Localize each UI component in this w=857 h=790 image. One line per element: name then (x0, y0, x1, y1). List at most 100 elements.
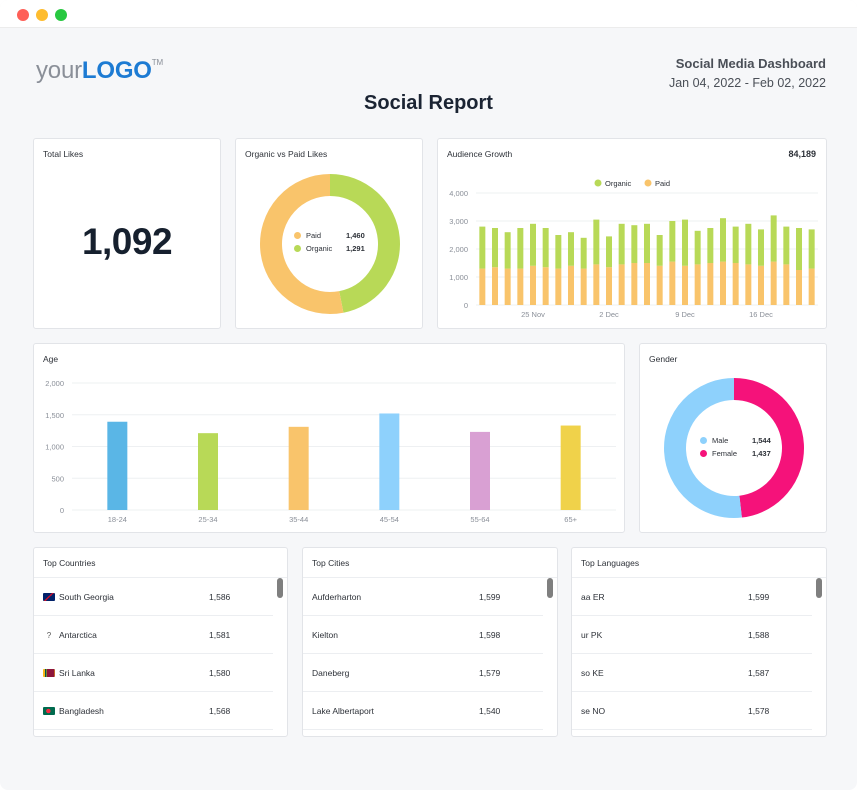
bar-paid (758, 265, 764, 305)
age-bar-35-44 (288, 426, 309, 510)
bar-organic (745, 223, 752, 265)
bar-paid (682, 265, 688, 305)
logo-text-logo: LOGO (81, 57, 152, 84)
bar-organic (631, 225, 638, 263)
organic-vs-paid-title: Organic vs Paid Likes (245, 149, 328, 159)
legend-organic-value: 1,291 (346, 244, 365, 253)
top-cities-title: Top Cities (312, 558, 350, 568)
age-bar-25-34 (198, 433, 218, 510)
bar-organic (530, 223, 536, 266)
dashboard-title: Social Media Dashboard (675, 56, 826, 71)
y-tick-label: 3,000 (449, 217, 468, 226)
bar-paid (568, 265, 574, 305)
city-value: 1,599 (479, 592, 501, 602)
table-row: South Georgia 1,586 (34, 578, 273, 616)
top-languages-title: Top Languages (581, 558, 640, 568)
age-card: Age 2,000 1,500 1,000 500 0 18-24 25-34 35-44 45… (33, 343, 625, 533)
bar-paid (618, 264, 625, 305)
gender-donut-chart (664, 378, 804, 518)
total-likes-title: Total Likes (43, 149, 84, 159)
male-dot-icon (700, 437, 707, 444)
table-row: Sri Lanka 1,580 (34, 654, 273, 692)
female-dot-icon (700, 450, 707, 457)
country-name-cell: South Georgia (43, 592, 114, 602)
language-value: 1,578 (748, 706, 770, 716)
table-row: se NO 1,578 (572, 692, 812, 730)
date-range: Jan 04, 2022 - Feb 02, 2022 (668, 76, 826, 90)
organic-vs-paid-card: Organic vs Paid Likes Paid 1,460 Organic… (235, 138, 423, 329)
legend-organic-label: Organic (605, 179, 632, 188)
legend-organic-label: Organic (306, 244, 333, 253)
bar-organic (492, 228, 498, 268)
donut-slice-organic (329, 174, 400, 313)
bar-paid (593, 264, 600, 305)
country-name: Sri Lanka (59, 668, 95, 678)
logo-text-your: your (36, 57, 82, 84)
bar-organic (606, 236, 612, 268)
bar-paid (808, 268, 815, 305)
table-row: Daneberg 1,579 (303, 654, 543, 692)
x-tick-label: 9 Dec (675, 310, 695, 319)
bar-organic (694, 230, 701, 265)
city-name: Lake Albertaport (312, 706, 374, 716)
bar-paid (555, 268, 562, 305)
x-tick-label: 16 Dec (749, 310, 773, 319)
top-cities-scrollbar[interactable] (547, 578, 553, 598)
age-bar-65+ (560, 425, 581, 510)
top-languages-scrollbar[interactable] (816, 578, 822, 598)
minimize-window-button[interactable] (36, 9, 48, 21)
bar-organic (479, 226, 486, 269)
y-tick-label: 1,000 (45, 443, 64, 452)
y-tick-label: 2,000 (45, 379, 64, 388)
maximize-window-button[interactable] (55, 9, 67, 21)
table-row: Bangladesh 1,568 (34, 692, 273, 730)
bar-paid (720, 261, 726, 305)
table-row: Lake Albertaport 1,540 (303, 692, 543, 730)
top-cities-header: Top Cities (303, 548, 557, 578)
bar-paid (479, 268, 486, 305)
city-name: Daneberg (312, 668, 350, 678)
gender-legend: Male 1,544 Female 1,437 (700, 434, 771, 460)
top-countries-scrollbar[interactable] (277, 578, 283, 598)
donut-slice-paid (260, 174, 344, 314)
y-tick-label: 4,000 (449, 189, 468, 198)
legend-organic-dot-icon (594, 179, 602, 187)
country-name: Antarctica (59, 630, 97, 640)
language-name: se NO (581, 706, 606, 716)
bar-paid (707, 263, 714, 305)
x-tick-label: 2 Dec (599, 310, 619, 319)
close-window-button[interactable] (17, 9, 29, 21)
company-logo: yourLOGOTM (36, 57, 163, 85)
top-countries-header: Top Countries (34, 548, 287, 578)
bar-paid (580, 268, 587, 305)
x-tick-label: 55-64 (470, 515, 489, 524)
bar-organic (618, 223, 625, 265)
bar-paid (669, 261, 676, 305)
bar-paid (745, 264, 752, 305)
table-row: ur PK 1,588 (572, 616, 812, 654)
country-value: 1,580 (209, 668, 231, 678)
table-row: aa ER 1,599 (572, 578, 812, 616)
bar-paid (492, 267, 498, 305)
bar-organic (770, 215, 777, 262)
bar-paid (694, 264, 701, 305)
organic-vs-paid-legend: Paid 1,460 Organic 1,291 (294, 229, 365, 255)
language-value: 1,588 (748, 630, 770, 640)
country-value: 1,586 (209, 592, 231, 602)
bar-organic (669, 221, 676, 262)
report-title: Social Report (364, 92, 493, 114)
table-row: ? Antarctica 1,581 (34, 616, 273, 654)
x-tick-label: 35-44 (289, 515, 308, 524)
bar-organic (796, 228, 802, 270)
total-likes-value: 1,092 (81, 221, 173, 262)
top-languages-card: Top Languages aa ER 1,599 ur PK 1,588 so… (571, 547, 827, 737)
age-bar-45-54 (379, 413, 400, 510)
legend-paid-dot-icon (644, 179, 652, 187)
top-cities-card: Top Cities Aufderharton 1,599 Kielton 1,… (302, 547, 558, 737)
legend-paid-label: Paid (655, 179, 670, 188)
x-tick-label: 18-24 (108, 515, 127, 524)
y-tick-label: 1,000 (449, 273, 468, 282)
y-tick-label: 1,500 (45, 411, 64, 420)
y-tick-label: 0 (464, 301, 468, 310)
gender-title: Gender (649, 354, 678, 364)
